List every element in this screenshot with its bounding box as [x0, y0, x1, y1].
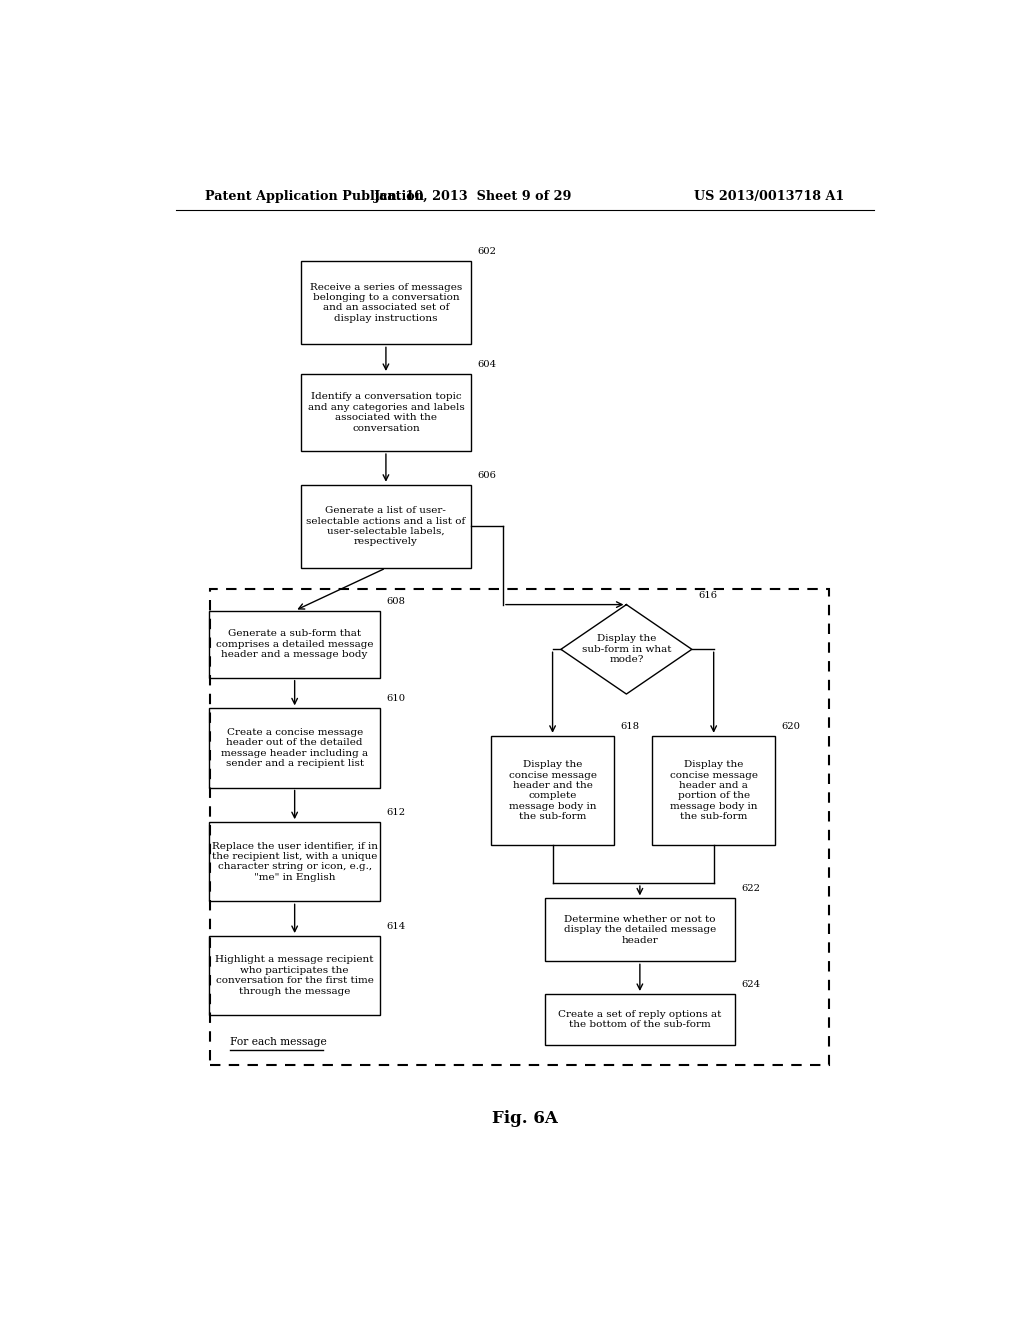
- FancyBboxPatch shape: [545, 994, 735, 1044]
- FancyBboxPatch shape: [209, 936, 380, 1015]
- Text: For each message: For each message: [229, 1036, 327, 1047]
- Text: 608: 608: [386, 597, 406, 606]
- Text: 618: 618: [621, 722, 640, 731]
- Text: 616: 616: [698, 590, 717, 599]
- Text: Create a concise message
header out of the detailed
message header including a
s: Create a concise message header out of t…: [221, 727, 369, 768]
- FancyBboxPatch shape: [301, 484, 471, 568]
- Text: Receive a series of messages
belonging to a conversation
and an associated set o: Receive a series of messages belonging t…: [310, 282, 462, 323]
- FancyBboxPatch shape: [301, 261, 471, 345]
- Text: Replace the user identifier, if in
the recipient list, with a unique
character s: Replace the user identifier, if in the r…: [212, 842, 378, 882]
- Text: 610: 610: [386, 694, 406, 704]
- Text: Identify a conversation topic
and any categories and labels
associated with the
: Identify a conversation topic and any ca…: [307, 392, 464, 433]
- Text: Highlight a message recipient
who participates the
conversation for the first ti: Highlight a message recipient who partic…: [215, 956, 374, 995]
- Text: 602: 602: [477, 247, 497, 256]
- Text: Create a set of reply options at
the bottom of the sub-form: Create a set of reply options at the bot…: [558, 1010, 722, 1030]
- Text: 612: 612: [386, 808, 406, 817]
- FancyBboxPatch shape: [209, 611, 380, 677]
- Text: 620: 620: [781, 722, 801, 731]
- Text: Determine whether or not to
display the detailed message
header: Determine whether or not to display the …: [564, 915, 716, 945]
- FancyBboxPatch shape: [301, 374, 471, 451]
- Text: Patent Application Publication: Patent Application Publication: [205, 190, 424, 202]
- FancyBboxPatch shape: [545, 899, 735, 961]
- Text: US 2013/0013718 A1: US 2013/0013718 A1: [694, 190, 845, 202]
- Text: Display the
concise message
header and the
complete
message body in
the sub-form: Display the concise message header and t…: [509, 760, 597, 821]
- Text: Display the
concise message
header and a
portion of the
message body in
the sub-: Display the concise message header and a…: [670, 760, 758, 821]
- Text: 622: 622: [741, 884, 761, 894]
- FancyBboxPatch shape: [209, 709, 380, 788]
- Text: Generate a sub-form that
comprises a detailed message
header and a message body: Generate a sub-form that comprises a det…: [216, 630, 374, 659]
- FancyBboxPatch shape: [209, 822, 380, 902]
- FancyBboxPatch shape: [652, 735, 775, 846]
- Text: 604: 604: [477, 360, 497, 368]
- Polygon shape: [561, 605, 692, 694]
- FancyBboxPatch shape: [492, 735, 614, 846]
- Text: 624: 624: [741, 979, 761, 989]
- Text: Fig. 6A: Fig. 6A: [492, 1110, 558, 1127]
- Text: Jan. 10, 2013  Sheet 9 of 29: Jan. 10, 2013 Sheet 9 of 29: [374, 190, 572, 202]
- Text: Generate a list of user-
selectable actions and a list of
user-selectable labels: Generate a list of user- selectable acti…: [306, 507, 466, 546]
- Text: 614: 614: [386, 921, 406, 931]
- Text: Display the
sub-form in what
mode?: Display the sub-form in what mode?: [582, 635, 671, 664]
- Text: 606: 606: [477, 471, 497, 479]
